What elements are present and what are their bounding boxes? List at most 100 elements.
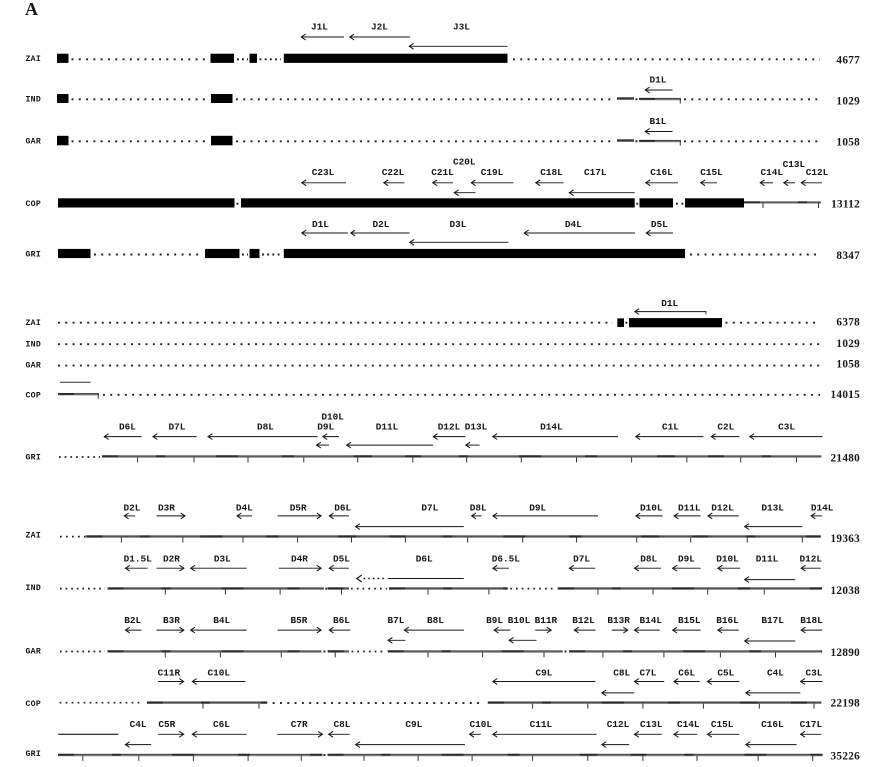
svg-text:13112: 13112 xyxy=(831,199,860,211)
svg-text:GAR: GAR xyxy=(26,137,42,146)
svg-text:C21L: C21L xyxy=(431,167,454,178)
svg-text:D1.5L: D1.5L xyxy=(124,553,153,564)
svg-text:ZAI: ZAI xyxy=(26,532,42,541)
svg-text:B4L: B4L xyxy=(213,615,230,626)
svg-text:B14L: B14L xyxy=(640,615,663,626)
svg-text:C4L: C4L xyxy=(130,719,147,730)
svg-text:IND: IND xyxy=(26,584,42,593)
svg-text:B9L: B9L xyxy=(486,615,503,626)
svg-text:C8L: C8L xyxy=(333,719,350,730)
svg-text:1058: 1058 xyxy=(836,136,860,148)
svg-text:C17L: C17L xyxy=(584,167,607,178)
svg-text:C11R: C11R xyxy=(158,668,181,679)
svg-text:J1L: J1L xyxy=(311,22,328,33)
svg-text:D3R: D3R xyxy=(158,502,175,513)
svg-text:B2L: B2L xyxy=(124,615,141,626)
svg-text:B5R: B5R xyxy=(290,615,307,626)
svg-text:19363: 19363 xyxy=(831,533,861,545)
svg-text:C7L: C7L xyxy=(640,668,657,679)
svg-text:B1L: B1L xyxy=(650,116,667,127)
svg-text:C10L: C10L xyxy=(207,668,230,679)
svg-text:IND: IND xyxy=(26,340,42,349)
svg-text:C19L: C19L xyxy=(481,167,504,178)
svg-text:D9L: D9L xyxy=(529,502,546,513)
svg-text:D2L: D2L xyxy=(124,502,141,513)
svg-text:GAR: GAR xyxy=(26,648,42,657)
svg-text:D6L: D6L xyxy=(119,421,136,432)
svg-text:J3L: J3L xyxy=(453,22,470,33)
svg-text:C1L: C1L xyxy=(662,421,679,432)
svg-text:C3L: C3L xyxy=(778,421,795,432)
svg-text:D1L: D1L xyxy=(661,298,678,309)
svg-text:C13L: C13L xyxy=(640,719,663,730)
svg-text:8347: 8347 xyxy=(836,250,860,262)
svg-text:D5L: D5L xyxy=(333,553,350,564)
svg-text:C13L: C13L xyxy=(783,159,806,170)
svg-text:C17L: C17L xyxy=(800,719,823,730)
svg-text:D6L: D6L xyxy=(416,553,433,564)
svg-text:D10L: D10L xyxy=(716,553,739,564)
svg-text:B10L: B10L xyxy=(508,615,531,626)
svg-text:GRI: GRI xyxy=(26,454,42,463)
svg-text:D4R: D4R xyxy=(291,553,308,564)
svg-text:D8L: D8L xyxy=(470,502,487,513)
svg-text:6378: 6378 xyxy=(836,317,860,329)
svg-text:D13L: D13L xyxy=(761,502,784,513)
svg-text:J2L: J2L xyxy=(371,22,388,33)
svg-text:D1L: D1L xyxy=(650,75,667,86)
svg-text:C15L: C15L xyxy=(700,167,723,178)
svg-text:D1L: D1L xyxy=(312,219,329,230)
svg-text:C5L: C5L xyxy=(717,668,734,679)
svg-text:D8L: D8L xyxy=(257,421,274,432)
svg-text:D11L: D11L xyxy=(678,502,701,513)
svg-text:GRI: GRI xyxy=(26,251,42,260)
svg-text:C6L: C6L xyxy=(213,719,230,730)
svg-text:C22L: C22L xyxy=(382,167,405,178)
svg-text:D7L: D7L xyxy=(573,553,590,564)
svg-text:D7L: D7L xyxy=(169,421,186,432)
svg-text:C12L: C12L xyxy=(806,167,829,178)
svg-text:C9L: C9L xyxy=(405,719,422,730)
svg-text:D5R: D5R xyxy=(290,502,307,513)
svg-text:GAR: GAR xyxy=(26,362,42,371)
svg-text:C7R: C7R xyxy=(291,719,308,730)
svg-text:B13R: B13R xyxy=(607,615,630,626)
svg-text:D6L: D6L xyxy=(334,502,351,513)
svg-text:B11R: B11R xyxy=(535,615,558,626)
svg-text:GRI: GRI xyxy=(26,750,42,759)
svg-text:D13L: D13L xyxy=(465,421,488,432)
svg-text:C3L: C3L xyxy=(805,668,822,679)
svg-text:B3R: B3R xyxy=(163,615,180,626)
svg-text:B17L: B17L xyxy=(761,615,784,626)
svg-text:1058: 1058 xyxy=(836,359,860,371)
svg-text:IND: IND xyxy=(26,95,42,104)
svg-text:D3L: D3L xyxy=(214,553,231,564)
svg-text:D11L: D11L xyxy=(376,421,399,432)
svg-text:C6L: C6L xyxy=(678,668,695,679)
svg-text:12038: 12038 xyxy=(831,585,861,597)
svg-text:C16L: C16L xyxy=(761,719,784,730)
svg-text:D4L: D4L xyxy=(236,502,253,513)
svg-text:D11L: D11L xyxy=(756,553,779,564)
svg-text:COP: COP xyxy=(26,391,42,400)
svg-text:C16L: C16L xyxy=(650,167,673,178)
svg-text:21480: 21480 xyxy=(831,452,861,464)
svg-text:B8L: B8L xyxy=(427,615,444,626)
svg-text:22198: 22198 xyxy=(831,697,861,709)
svg-text:D6.5L: D6.5L xyxy=(492,553,521,564)
svg-text:1029: 1029 xyxy=(836,338,860,350)
svg-text:D2R: D2R xyxy=(163,553,180,564)
svg-text:C11L: C11L xyxy=(530,719,553,730)
svg-text:COP: COP xyxy=(26,200,42,209)
svg-text:D2L: D2L xyxy=(373,219,390,230)
svg-text:A: A xyxy=(25,0,38,19)
svg-text:D4L: D4L xyxy=(565,219,582,230)
svg-text:C14L: C14L xyxy=(677,719,700,730)
svg-text:C2L: C2L xyxy=(717,421,734,432)
svg-text:D5L: D5L xyxy=(651,219,668,230)
svg-text:C4L: C4L xyxy=(767,668,784,679)
svg-text:B18L: B18L xyxy=(800,615,823,626)
svg-text:C14L: C14L xyxy=(761,167,784,178)
svg-text:D7L: D7L xyxy=(421,502,438,513)
svg-text:C15L: C15L xyxy=(711,719,734,730)
